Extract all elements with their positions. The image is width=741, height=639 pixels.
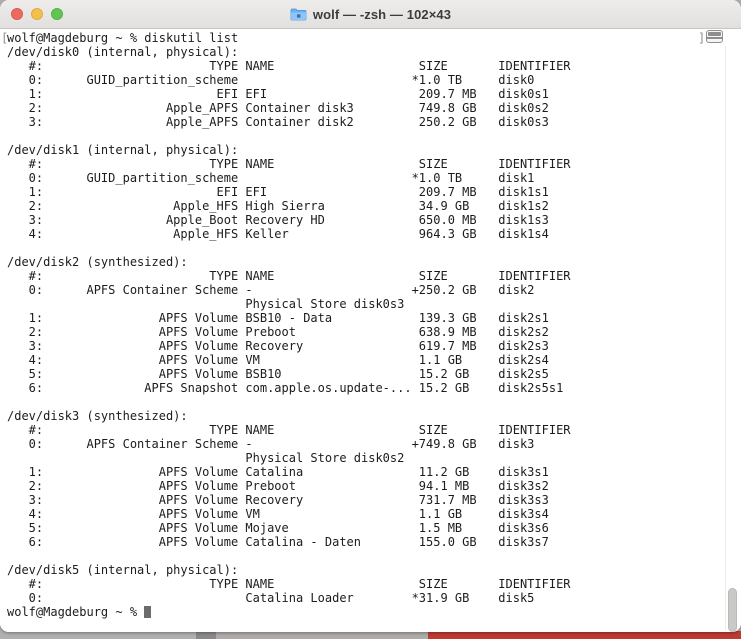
zoom-button[interactable] bbox=[51, 8, 63, 20]
prompt-line-first: [wolf@Magdeburg ~ % diskutil list] bbox=[1, 31, 741, 45]
split-pane-icon[interactable] bbox=[706, 30, 723, 43]
title-area: wolf — -zsh — 102×43 bbox=[0, 0, 741, 28]
background-strip-gray bbox=[0, 631, 196, 639]
scrollbar-thumb[interactable] bbox=[728, 588, 737, 632]
minimize-button[interactable] bbox=[31, 8, 43, 20]
terminal-mark-close: ] bbox=[698, 31, 706, 45]
background-strip-dark bbox=[196, 631, 216, 639]
prompt-text: wolf@Magdeburg ~ % bbox=[7, 605, 145, 619]
diskutil-output: /dev/disk0 (internal, physical): #: TYPE… bbox=[7, 45, 571, 605]
close-button[interactable] bbox=[11, 8, 23, 20]
window-title: wolf — -zsh — 102×43 bbox=[312, 6, 452, 22]
traffic-lights bbox=[11, 8, 63, 20]
terminal-content[interactable]: [wolf@Magdeburg ~ % diskutil list] /dev/… bbox=[0, 29, 741, 632]
text-cursor bbox=[144, 606, 152, 618]
terminal-mark-open: [ bbox=[1, 31, 9, 45]
prompt-line-last: wolf@Magdeburg ~ % bbox=[7, 605, 741, 619]
background-strip-gray2 bbox=[216, 631, 428, 639]
folder-icon[interactable] bbox=[290, 8, 307, 21]
background-strip-red bbox=[428, 631, 741, 639]
titlebar[interactable]: wolf — -zsh — 102×43 bbox=[0, 0, 741, 29]
scrollbar-track[interactable] bbox=[725, 46, 741, 630]
command-text: wolf@Magdeburg ~ % diskutil list bbox=[7, 31, 239, 45]
